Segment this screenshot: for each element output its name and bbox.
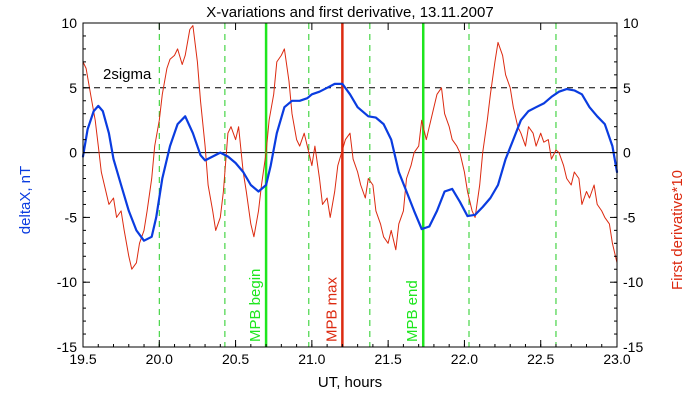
y-tick-label-left-0: -15 bbox=[57, 339, 77, 355]
y-tick-label-right-4: 5 bbox=[623, 80, 631, 96]
y-tick-label-right-5: 10 bbox=[623, 15, 639, 31]
y-tick-label-left-3: 0 bbox=[69, 145, 77, 161]
y-tick-label-left-5: 10 bbox=[61, 15, 77, 31]
y-axis-right-label: First derivative*10 bbox=[669, 170, 686, 290]
chart-title: X-variations and first derivative, 13.11… bbox=[206, 4, 493, 21]
y-tick-label-right-3: 0 bbox=[623, 145, 631, 161]
x-tick-label-1: 20.0 bbox=[146, 351, 173, 367]
x-tick-label-6: 22.5 bbox=[527, 351, 554, 367]
y-axis-left-label: deltaX, nT bbox=[17, 166, 34, 234]
x-axis-label: UT, hours bbox=[318, 374, 382, 391]
mpb-label-2: MPB end bbox=[404, 280, 421, 342]
deltax-series-line bbox=[81, 82, 619, 242]
plot-frame bbox=[82, 22, 618, 348]
y-tick-label-right-1: -10 bbox=[623, 274, 643, 290]
sigma-label: 2sigma bbox=[103, 66, 152, 83]
plot-area: 2sigma MPB begin MPB max MPB end 19.5 20.0 20.… bbox=[57, 15, 644, 367]
y-tick-label-left-2: -5 bbox=[65, 209, 78, 225]
x-tick-label-5: 22.0 bbox=[451, 351, 478, 367]
mpb-label-0: MPB begin bbox=[247, 269, 264, 342]
x-tick-label-3: 21.0 bbox=[298, 351, 325, 367]
x-tick-label-4: 21.5 bbox=[375, 351, 402, 367]
derivative-series-line bbox=[82, 25, 618, 270]
mpb-label-1: MPB max bbox=[323, 276, 340, 342]
y-tick-label-left-1: -10 bbox=[57, 274, 77, 290]
x-tick-label-0: 19.5 bbox=[69, 351, 96, 367]
x-tick-label-7: 23.0 bbox=[603, 351, 630, 367]
y-tick-label-left-4: 5 bbox=[69, 80, 77, 96]
y-tick-label-right-2: -5 bbox=[623, 209, 636, 225]
x-tick-label-2: 20.5 bbox=[222, 351, 249, 367]
y-tick-label-right-0: -15 bbox=[623, 339, 643, 355]
